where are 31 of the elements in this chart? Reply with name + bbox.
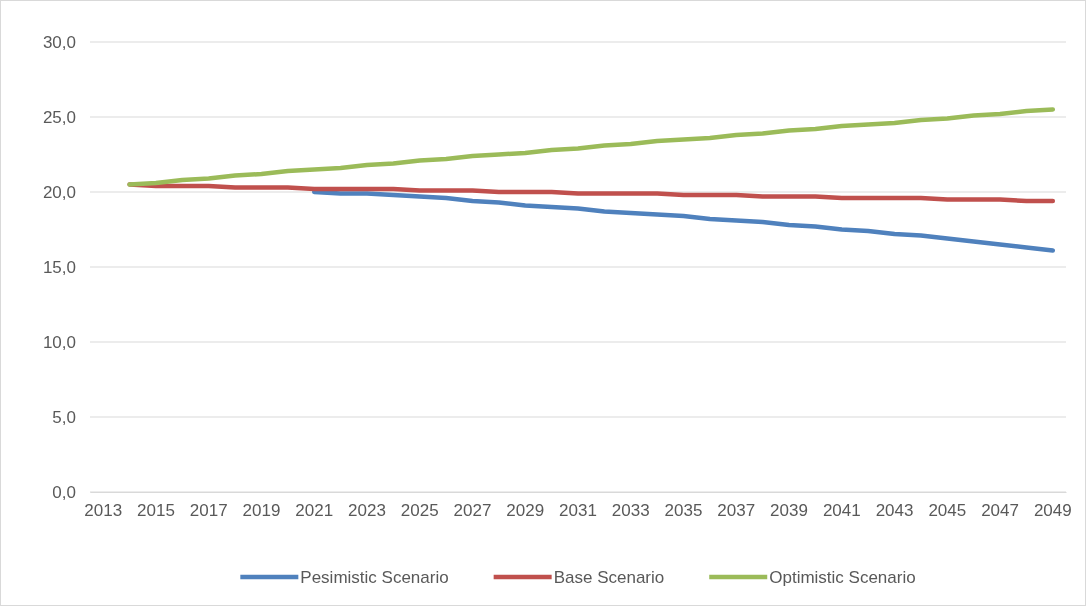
line-series	[311, 189, 1056, 253]
y-tick-label: 10,0	[42, 332, 76, 352]
legend-label: Pesimistic Scenario	[300, 568, 449, 587]
y-tick-label: 25,0	[42, 107, 76, 127]
x-tick-label: 2029	[506, 501, 545, 521]
x-tick-label: 2023	[348, 501, 386, 521]
y-tick-label: 20,0	[42, 182, 76, 202]
x-tick-label: 2019	[242, 501, 281, 521]
x-tick-label: 2017	[189, 501, 228, 521]
x-tick-label: 2039	[770, 501, 808, 521]
y-tick-label: 5,0	[52, 407, 76, 427]
line-series	[127, 107, 1056, 187]
x-tick-label: 2015	[137, 501, 175, 521]
x-tick-label: 2033	[611, 501, 650, 521]
legend-label: Base Scenario	[553, 568, 665, 587]
x-tick-label: 2043	[875, 501, 914, 521]
x-tick-label: 2021	[295, 501, 334, 521]
y-tick-label: 15,0	[42, 257, 76, 277]
x-tick-label: 2049	[1033, 501, 1072, 521]
y-tick-label: 0,0	[52, 482, 76, 502]
x-tick-label: 2041	[822, 501, 861, 521]
legend-label: Optimistic Scenario	[769, 568, 916, 587]
x-tick-label: 2027	[453, 501, 492, 521]
x-tick-label: 2037	[717, 501, 756, 521]
x-tick-label: 2031	[559, 501, 597, 521]
x-tick-label: 2047	[981, 501, 1019, 521]
y-tick-label: 30,0	[42, 32, 76, 52]
x-tick-label: 2013	[84, 501, 123, 521]
x-tick-label: 2025	[400, 501, 439, 521]
x-tick-label: 2045	[928, 501, 967, 521]
x-tick-label: 2035	[664, 501, 703, 521]
